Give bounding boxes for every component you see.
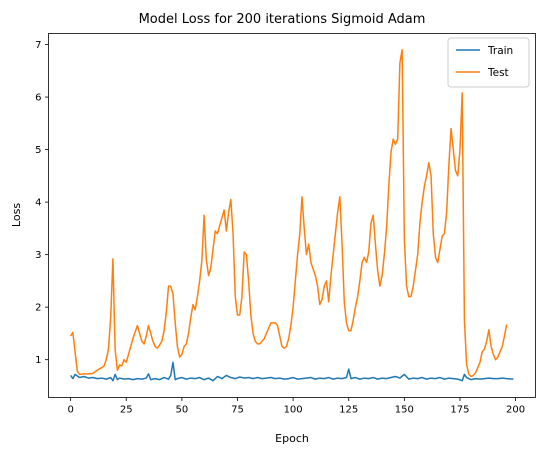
- series-line-train: [71, 362, 514, 380]
- y-tick-label: 1: [35, 355, 41, 366]
- y-tick-label: 6: [35, 93, 41, 104]
- y-tick-label: 3: [35, 250, 41, 261]
- x-tick-label: 175: [450, 405, 469, 416]
- plot-area: [49, 34, 536, 398]
- legend-label-test: Test: [487, 67, 509, 79]
- x-tick-label: 100: [284, 405, 303, 416]
- y-axis-ticks: 1 2 3 4 5 6 7: [35, 40, 48, 366]
- series-lines: [71, 50, 514, 381]
- x-tick-label: 50: [176, 405, 189, 416]
- x-tick-label: 150: [395, 405, 414, 416]
- x-tick-label: 0: [67, 405, 73, 416]
- series-line-test: [71, 50, 507, 377]
- x-axis-ticks: 0 25 50 75 100 125 150 175 200: [67, 398, 525, 416]
- plot-frame: [49, 34, 536, 398]
- legend: Train Test: [448, 38, 529, 87]
- y-tick-label: 7: [35, 40, 41, 51]
- y-tick-label: 5: [35, 145, 41, 156]
- x-tick-label: 75: [231, 405, 244, 416]
- y-tick-label: 2: [35, 303, 41, 314]
- y-axis-label: Loss: [10, 203, 23, 227]
- legend-label-train: Train: [487, 45, 513, 57]
- x-tick-label: 200: [506, 405, 525, 416]
- x-tick-label: 25: [120, 405, 133, 416]
- y-tick-label: 4: [35, 198, 41, 209]
- x-axis-label: Epoch: [275, 432, 309, 445]
- x-tick-label: 125: [339, 405, 358, 416]
- chart-title: Model Loss for 200 iterations Sigmoid Ad…: [139, 12, 426, 27]
